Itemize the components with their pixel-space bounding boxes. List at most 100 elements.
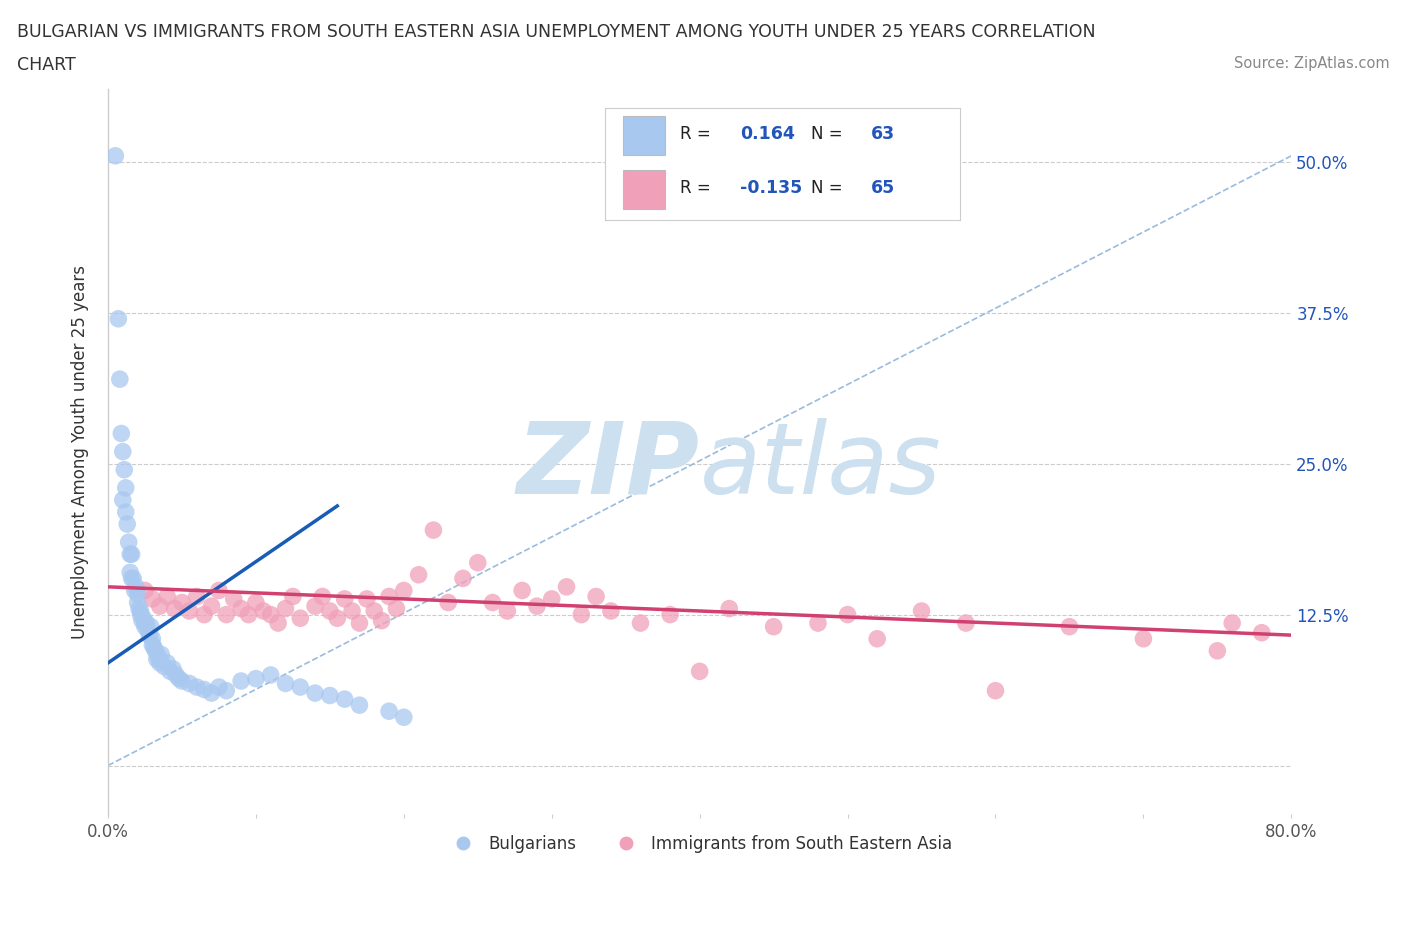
Legend: Bulgarians, Immigrants from South Eastern Asia: Bulgarians, Immigrants from South Easter… — [440, 829, 959, 860]
Point — [134, 583, 156, 598]
Point — [167, 671, 190, 686]
Point — [170, 595, 193, 610]
Text: BULGARIAN VS IMMIGRANTS FROM SOUTH EASTERN ASIA UNEMPLOYMENT AMONG YOUTH UNDER 2: BULGARIAN VS IMMIGRANTS FROM SOUTH EASTE… — [17, 23, 1095, 41]
Point — [115, 517, 138, 532]
Point — [136, 623, 159, 638]
Point — [208, 680, 231, 695]
Point — [866, 631, 889, 646]
Point — [659, 607, 682, 622]
Point — [245, 595, 267, 610]
Point — [200, 599, 222, 614]
Point — [451, 571, 474, 586]
Point — [162, 661, 184, 676]
Point — [540, 591, 562, 606]
Point — [131, 613, 153, 628]
Point — [238, 607, 260, 622]
Point — [118, 535, 141, 550]
Point — [1220, 616, 1243, 631]
Point — [141, 591, 163, 606]
Point — [1250, 625, 1272, 640]
Point — [143, 644, 166, 658]
Point — [134, 616, 156, 631]
Point — [138, 628, 160, 643]
Point — [111, 445, 134, 459]
Point — [356, 591, 378, 606]
Point — [132, 611, 155, 626]
Point — [385, 601, 408, 616]
Point — [326, 611, 349, 626]
Point — [222, 591, 245, 606]
Point — [170, 673, 193, 688]
Point — [311, 589, 333, 604]
Point — [349, 616, 371, 631]
Point — [274, 676, 297, 691]
Point — [208, 583, 231, 598]
Point — [104, 149, 127, 164]
Point — [408, 567, 430, 582]
Point — [762, 619, 785, 634]
Point — [349, 698, 371, 712]
Point — [150, 647, 173, 662]
Point — [304, 685, 326, 700]
Text: ZIP: ZIP — [516, 418, 700, 514]
Point — [120, 547, 142, 562]
Point — [319, 688, 342, 703]
Point — [146, 652, 169, 667]
Point — [333, 591, 356, 606]
Point — [156, 656, 179, 671]
Point — [108, 372, 131, 387]
Point — [689, 664, 711, 679]
Point — [422, 523, 444, 538]
Point — [718, 601, 741, 616]
Point — [252, 604, 274, 618]
Point — [555, 579, 578, 594]
Point — [229, 673, 252, 688]
Point — [149, 599, 172, 614]
Point — [179, 604, 201, 618]
Point — [481, 595, 503, 610]
Point — [215, 684, 238, 698]
Point — [114, 481, 136, 496]
Point — [139, 619, 162, 634]
Point — [122, 571, 145, 586]
Y-axis label: Unemployment Among Youth under 25 years: Unemployment Among Youth under 25 years — [72, 265, 89, 639]
Point — [585, 589, 607, 604]
Point — [149, 656, 172, 671]
Point — [114, 505, 136, 520]
Point — [112, 462, 135, 477]
Point — [467, 555, 489, 570]
Point — [1206, 644, 1229, 658]
Point — [186, 680, 208, 695]
Point — [141, 631, 163, 646]
Point — [281, 589, 304, 604]
Point — [510, 583, 533, 598]
Point — [526, 599, 548, 614]
Point — [392, 710, 415, 724]
Point — [496, 604, 519, 618]
Point — [290, 680, 312, 695]
Point — [319, 604, 342, 618]
Point — [630, 616, 652, 631]
Point — [156, 589, 179, 604]
Text: Source: ZipAtlas.com: Source: ZipAtlas.com — [1233, 56, 1389, 71]
Point — [274, 601, 297, 616]
Point — [200, 685, 222, 700]
Point — [107, 312, 129, 326]
Point — [260, 607, 283, 622]
Point — [955, 616, 977, 631]
Point — [1059, 619, 1081, 634]
Point — [984, 684, 1007, 698]
Point — [910, 604, 932, 618]
Point — [142, 640, 165, 655]
Point — [807, 616, 830, 631]
Point — [437, 595, 460, 610]
Point — [127, 595, 149, 610]
Point — [125, 579, 148, 594]
Point — [135, 616, 157, 631]
Point — [121, 571, 143, 586]
Point — [193, 607, 215, 622]
Point — [128, 601, 150, 616]
Text: CHART: CHART — [17, 56, 76, 73]
Point — [148, 649, 170, 664]
Point — [363, 604, 385, 618]
